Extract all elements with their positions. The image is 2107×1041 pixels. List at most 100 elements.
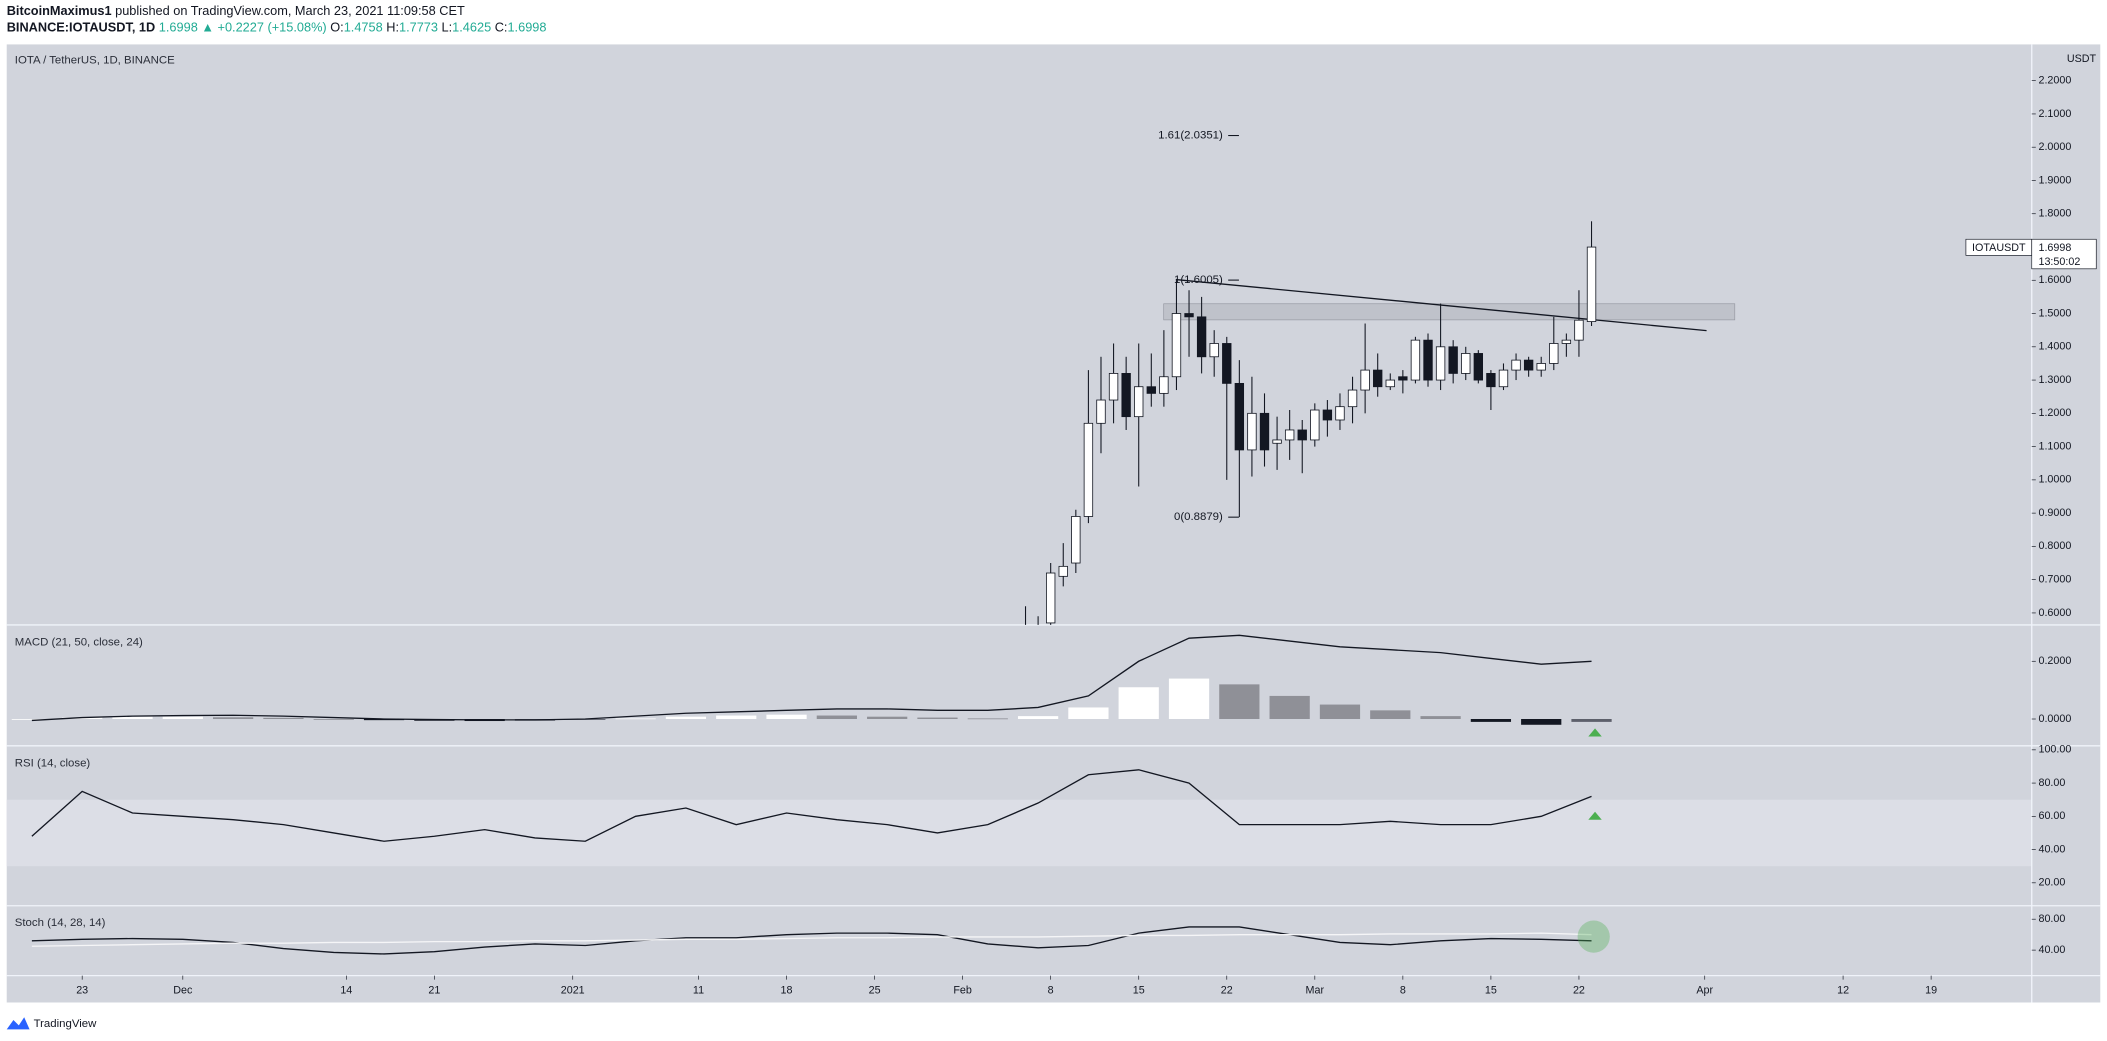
- candle-body: [1385, 379, 1395, 388]
- histogram-bar: [1521, 719, 1562, 725]
- histogram-bar: [1571, 719, 1612, 722]
- histogram-bar: [1420, 716, 1461, 720]
- trend-line: [1175, 278, 1707, 332]
- candle-body: [1108, 373, 1119, 401]
- candle-body: [1297, 429, 1307, 441]
- candle-body: [1247, 412, 1257, 451]
- pane-title: IOTA / TetherUS, 1D, BINANCE: [15, 55, 175, 67]
- indicator-line: [31, 769, 1592, 842]
- x-tick-label: 18: [781, 984, 793, 996]
- rsi-band: [6, 799, 2032, 867]
- indicator-line: [31, 932, 1592, 947]
- x-tick-label: 8: [1048, 984, 1054, 996]
- candle-body: [1523, 359, 1534, 371]
- price-badge: [2031, 238, 2097, 270]
- candle-body: [1511, 359, 1521, 371]
- histogram-bar: [11, 719, 52, 720]
- x-tick-label: 25: [869, 984, 881, 996]
- candle-body: [1486, 373, 1496, 388]
- x-tick-label: 22: [1221, 984, 1233, 996]
- y-tick-label: 2.0000: [2038, 141, 2071, 153]
- y-tick-label: 40.00: [2038, 843, 2065, 855]
- candle-body: [1574, 319, 1584, 341]
- signal-marker: [1588, 728, 1602, 737]
- price-badge-text: 1.6998: [2038, 242, 2071, 254]
- candle-body: [1058, 565, 1068, 577]
- candle-body: [1448, 346, 1458, 374]
- histogram-bar: [1118, 687, 1159, 720]
- y-tick-label: 1.8000: [2038, 208, 2071, 220]
- candle-body: [1423, 339, 1433, 381]
- histogram-bar: [867, 716, 908, 720]
- x-tick-label: Apr: [1696, 984, 1713, 996]
- y-tick-label: 1.2000: [2038, 407, 2071, 419]
- candle-body: [1146, 386, 1156, 394]
- y-tick-label: 0.0000: [2038, 713, 2071, 725]
- pane-title: Stoch (14, 28, 14): [15, 917, 106, 929]
- ohlc-value: 1.4758: [344, 20, 383, 35]
- candle-body: [1284, 429, 1295, 441]
- candle-body: [1435, 346, 1446, 381]
- macd-line: [31, 634, 1592, 722]
- symbol: BINANCE:IOTAUSDT, 1D: [7, 20, 156, 35]
- candle-body: [1373, 369, 1383, 388]
- candle-body: [1360, 369, 1370, 391]
- fib-label: 1(1.6005): [1174, 274, 1223, 286]
- x-tick-label: Dec: [173, 984, 193, 996]
- candle-body: [1121, 373, 1131, 418]
- histogram-bar: [967, 718, 1008, 720]
- candle-body: [1259, 412, 1270, 451]
- y-tick-label: 1.3000: [2038, 374, 2071, 386]
- candle-body: [1196, 316, 1207, 358]
- histogram-bar: [212, 717, 254, 720]
- y-tick-label: 0.8000: [2038, 540, 2071, 552]
- candle-body: [1473, 353, 1484, 381]
- histogram-bar: [1219, 684, 1260, 720]
- candle-body: [1096, 399, 1106, 424]
- candle-body: [1498, 369, 1509, 388]
- candle-body: [1159, 376, 1169, 394]
- candle-body: [1209, 343, 1219, 358]
- y-tick-label: 100.00: [2038, 744, 2071, 756]
- fib-label: 0(0.8879): [1174, 511, 1223, 523]
- candle-body: [1234, 382, 1245, 451]
- histogram-bar: [766, 714, 807, 720]
- candle-body: [1536, 363, 1546, 371]
- pane-title: RSI (14, close): [15, 757, 91, 769]
- price-change: ▲ +0.2227 (+15.08%): [201, 20, 326, 35]
- candle-body: [1171, 313, 1182, 378]
- signal-marker: [1588, 811, 1602, 820]
- x-tick-label: 22: [1573, 984, 1585, 996]
- candle-body: [1586, 246, 1597, 322]
- candle-body: [1549, 343, 1559, 364]
- author: BitcoinMaximus1: [7, 4, 112, 19]
- candle-body: [1322, 409, 1333, 421]
- y-tick-label: 2.1000: [2038, 108, 2071, 120]
- histogram-bar: [112, 716, 153, 720]
- histogram-bar: [716, 715, 757, 720]
- y-tick-label: 2.2000: [2038, 75, 2071, 87]
- histogram-bar: [1168, 678, 1210, 720]
- histogram-bar: [1470, 719, 1512, 722]
- y-tick-label: 1.0000: [2038, 474, 2071, 486]
- histogram-bar: [313, 719, 354, 720]
- y-tick-label: 40.00: [2038, 944, 2065, 956]
- ohlc-label: L:: [442, 20, 453, 35]
- histogram-bar: [816, 715, 857, 720]
- y-tick-label: 1.1000: [2038, 440, 2071, 452]
- ohlc-value: 1.4625: [452, 20, 491, 35]
- y-tick-label: 0.7000: [2038, 574, 2071, 586]
- ohlc-label: H:: [386, 20, 399, 35]
- candle-body: [1335, 406, 1345, 421]
- y-tick-label: 20.00: [2038, 877, 2065, 889]
- histogram-bar: [1017, 716, 1059, 720]
- histogram-bar: [1068, 707, 1109, 720]
- histogram-bar: [263, 717, 304, 720]
- pane-title: MACD (21, 50, close, 24): [15, 636, 143, 648]
- header-line: BitcoinMaximus1 published on TradingView…: [7, 4, 465, 19]
- histogram-bar: [62, 717, 103, 720]
- x-tick-label: 15: [1133, 984, 1145, 996]
- y-tick-label: 60.00: [2038, 810, 2065, 822]
- histogram-bar: [1319, 704, 1361, 720]
